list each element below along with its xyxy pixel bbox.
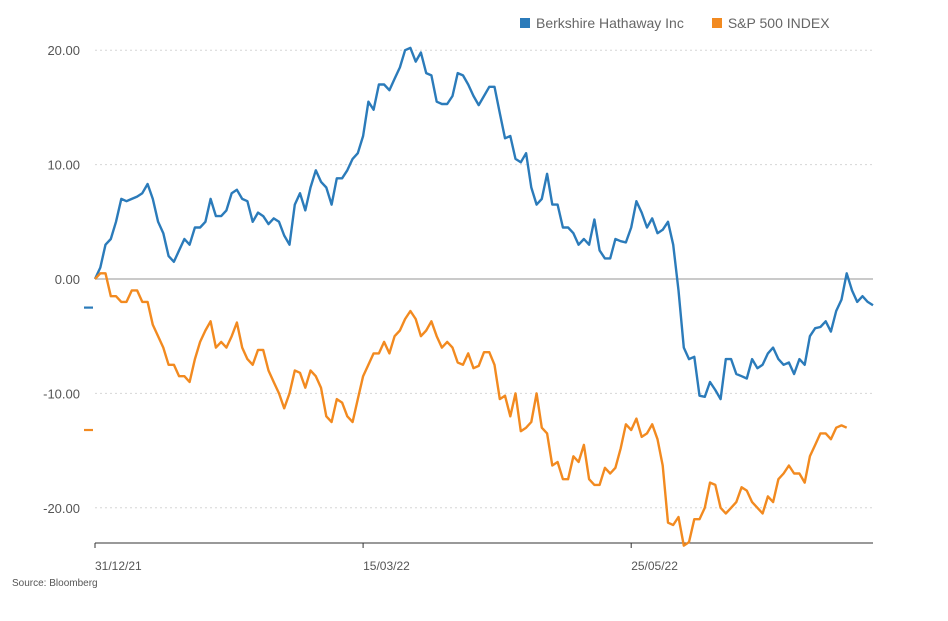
legend-swatch-sp500 [711,18,722,28]
end-markers [84,306,93,432]
y-tick-label: 10.00 [47,158,80,173]
y-tick-label: -10.00 [43,386,80,401]
legend: Berkshire Hathaway Inc S&P 500 INDEX [520,15,830,31]
y-tick-label: -20.00 [43,501,80,516]
x-axis-ticks: 31/12/21 15/03/22 25/05/22 [94,543,678,573]
x-tick-label: 25/05/22 [631,559,678,573]
legend-item-sp500: S&P 500 INDEX [711,15,830,31]
y-tick-label: 0.00 [55,272,80,287]
legend-swatch-berkshire [520,18,530,28]
grid-layer [95,49,873,544]
source-note: Source: Bloomberg [12,578,98,589]
y-axis-ticks: 20.00 10.00 0.00 -10.00 -20.00 [43,43,80,516]
legend-item-berkshire: Berkshire Hathaway Inc [520,15,684,31]
legend-label-sp500: S&P 500 INDEX [727,15,830,31]
x-tick-label: 15/03/22 [363,559,410,573]
y-tick-label: 20.00 [47,43,80,58]
series-layer [93,46,874,547]
series-line-0 [93,46,874,401]
legend-label-berkshire: Berkshire Hathaway Inc [536,15,684,31]
series-line-1 [94,272,848,547]
x-tick-label: 31/12/21 [95,559,142,573]
